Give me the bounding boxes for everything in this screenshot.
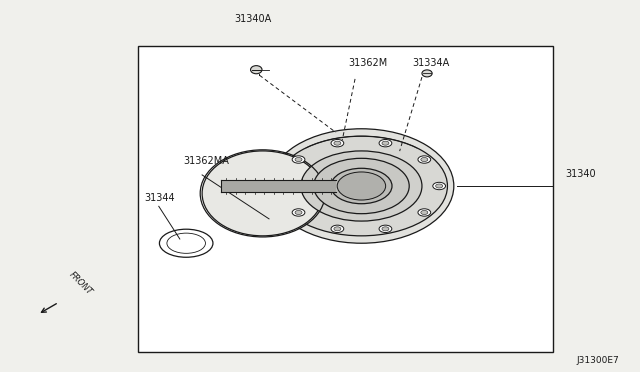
Text: 31340: 31340 bbox=[565, 169, 596, 179]
Text: 31362MA: 31362MA bbox=[183, 156, 229, 166]
Circle shape bbox=[301, 151, 422, 221]
Text: 31340A: 31340A bbox=[234, 14, 272, 24]
Text: FRONT: FRONT bbox=[67, 270, 93, 297]
Bar bbox=[221, 180, 336, 192]
Text: 31334A: 31334A bbox=[412, 58, 450, 68]
Circle shape bbox=[275, 136, 447, 236]
Circle shape bbox=[436, 184, 443, 188]
Circle shape bbox=[331, 225, 344, 232]
Circle shape bbox=[292, 156, 305, 163]
Circle shape bbox=[379, 225, 392, 232]
Bar bbox=[138, 46, 552, 352]
Circle shape bbox=[331, 140, 344, 147]
Text: 31362M: 31362M bbox=[349, 58, 388, 68]
Circle shape bbox=[292, 209, 305, 216]
Ellipse shape bbox=[269, 129, 454, 243]
Circle shape bbox=[334, 227, 341, 231]
Circle shape bbox=[334, 141, 341, 145]
Circle shape bbox=[379, 140, 392, 147]
Circle shape bbox=[418, 156, 431, 163]
Ellipse shape bbox=[422, 70, 432, 77]
Circle shape bbox=[277, 182, 290, 190]
Ellipse shape bbox=[250, 65, 262, 74]
Circle shape bbox=[418, 209, 431, 216]
Circle shape bbox=[314, 158, 409, 214]
Circle shape bbox=[337, 172, 386, 200]
Circle shape bbox=[421, 157, 428, 161]
Circle shape bbox=[331, 168, 392, 204]
Circle shape bbox=[280, 184, 287, 188]
Text: J31300E7: J31300E7 bbox=[577, 356, 620, 365]
Circle shape bbox=[433, 182, 445, 190]
Circle shape bbox=[382, 141, 389, 145]
Ellipse shape bbox=[202, 151, 323, 236]
Circle shape bbox=[295, 211, 302, 215]
Circle shape bbox=[382, 227, 389, 231]
Circle shape bbox=[295, 157, 302, 161]
Text: 31344: 31344 bbox=[145, 193, 175, 203]
Circle shape bbox=[421, 211, 428, 215]
